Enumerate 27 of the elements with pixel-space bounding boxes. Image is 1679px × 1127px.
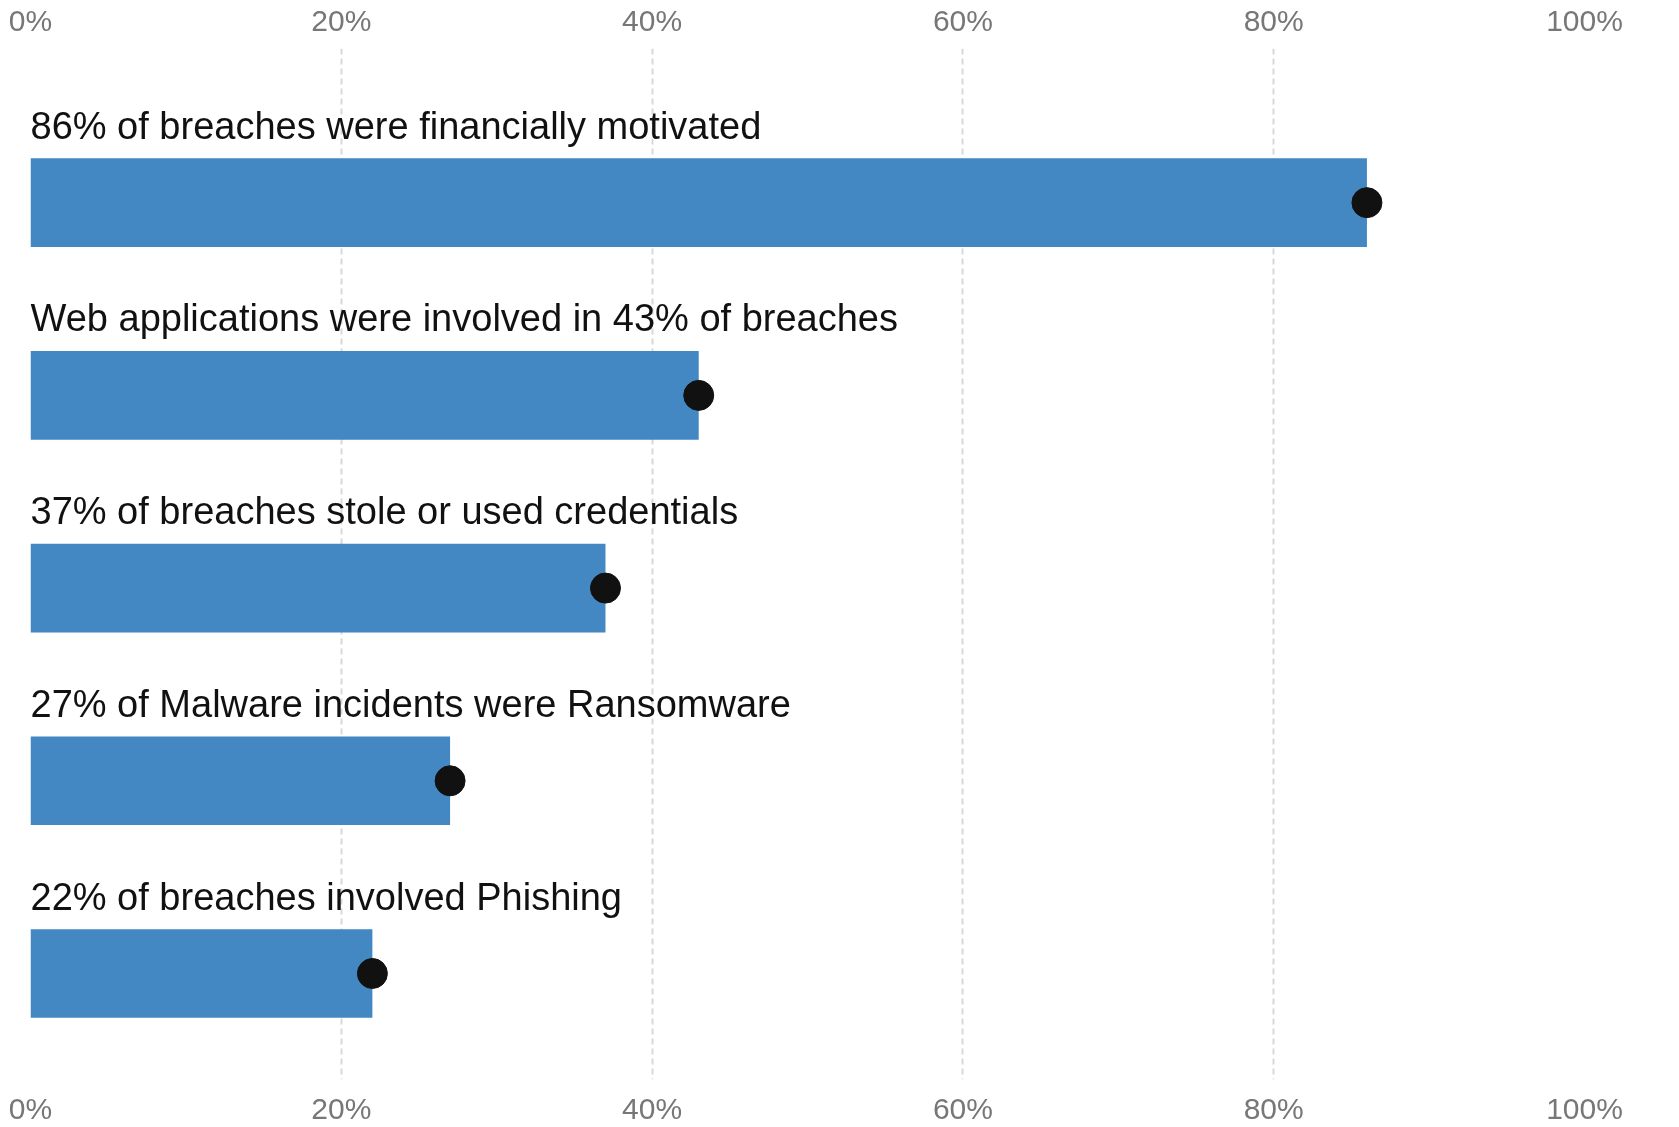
bar bbox=[30, 929, 373, 1018]
bar bbox=[30, 158, 1367, 247]
x-tick-label: 0% bbox=[8, 3, 53, 37]
y-tick-label: Web applications were involved in 43% of breaches bbox=[30, 297, 898, 340]
x2-tick-label: 80% bbox=[1243, 1091, 1304, 1125]
x-tick-label: 40% bbox=[622, 3, 683, 37]
bar bbox=[30, 351, 699, 440]
x-tick-label: 20% bbox=[311, 3, 372, 37]
point bbox=[434, 765, 466, 797]
bar bbox=[30, 543, 606, 633]
x2-tick-label: 40% bbox=[622, 1091, 683, 1125]
y-tick-label: 22% of breaches involved Phishing bbox=[30, 875, 622, 918]
bar bbox=[30, 736, 451, 826]
x-tick-label: 80% bbox=[1243, 3, 1304, 37]
x2-tick-label: 60% bbox=[932, 1091, 993, 1125]
y-tick-label: 27% of Malware incidents were Ransomware bbox=[30, 682, 791, 725]
x2-tick-label: 0% bbox=[8, 1091, 53, 1125]
x-tick-label: 60% bbox=[932, 3, 993, 37]
point bbox=[683, 379, 715, 411]
y-tick-label: 37% of breaches stole or used credentials bbox=[30, 490, 739, 533]
x-tick-label: 100% bbox=[1546, 3, 1623, 37]
point bbox=[589, 572, 621, 604]
point bbox=[356, 958, 388, 989]
x2-tick-label: 20% bbox=[311, 1091, 372, 1125]
y-tick-label: 86% of breaches were financially motivated bbox=[30, 104, 762, 147]
point bbox=[1351, 187, 1383, 219]
x2-tick-label: 100% bbox=[1546, 1091, 1623, 1125]
